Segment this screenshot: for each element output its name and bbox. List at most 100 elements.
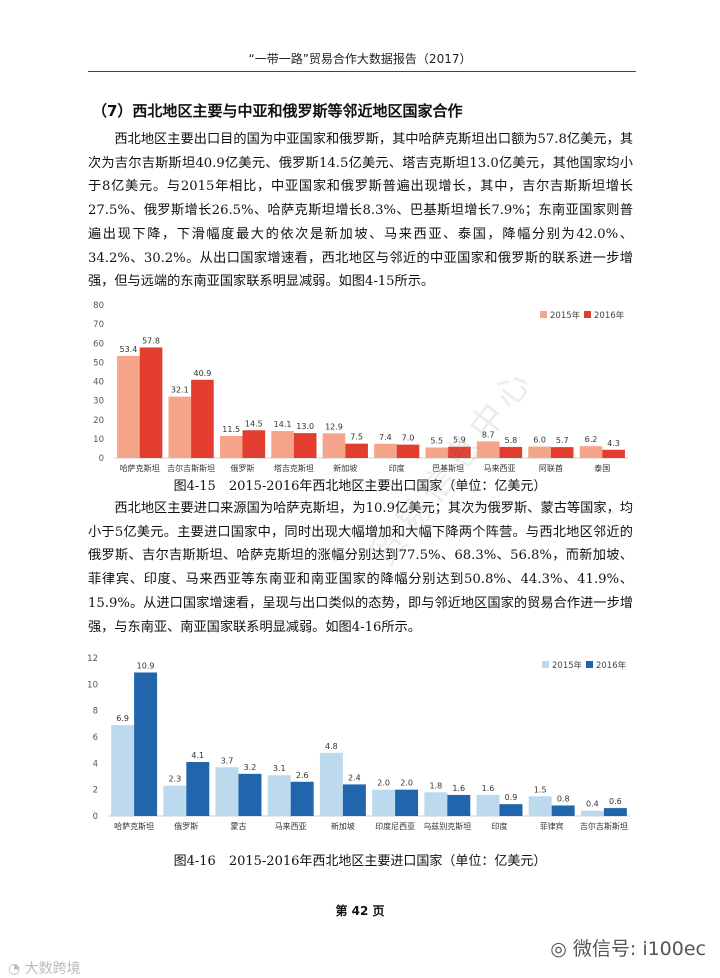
bar [528,446,551,458]
page-number: 第 42 页 [335,904,385,918]
bar [395,789,419,816]
bar [372,789,396,816]
bar [603,808,627,816]
y-tick-label: 80 [93,301,104,311]
category-label: 新加坡 [333,463,357,473]
bar [550,447,574,458]
bar-value-label: 5.9 [453,436,466,445]
category-label: 印度 [492,821,508,831]
bar [424,792,448,816]
y-tick-label: 2 [93,786,98,796]
bar-value-label: 53.4 [119,345,137,354]
bar [447,794,471,816]
category-label: 菲律宾 [540,821,564,831]
bar [293,433,317,458]
bottom-overlay: ◔ 大数跨境 ◎ 微信号: i100ec [0,930,720,977]
bar-value-label: 0.9 [505,793,518,802]
bar [242,430,266,458]
bar [448,446,471,458]
y-tick-label: 70 [93,320,104,330]
category-label: 新加坡 [331,821,355,831]
bar [117,355,140,458]
import-bar-chart: 0 2 4 6 8 10 12 6.9 10.9 哈萨克斯坦 2.3 4.1 俄罗斯 3.7 3.2 蒙古 3.… [87,654,630,831]
wechat-id: ◎ 微信号: i100ec [550,938,706,960]
y-tick-label: 4 [93,759,98,769]
bar [134,672,158,816]
y-tick-label: 40 [93,378,104,388]
bar-value-label: 2.6 [296,771,309,780]
source-logo-text: 大数跨境 [24,961,81,977]
bar [499,446,523,458]
legend-label: 2016年 [596,660,627,671]
y-tick-label: 20 [93,416,104,426]
bar [322,433,346,458]
y-tick-label: 10 [87,680,98,690]
bar-value-label: 1.8 [429,781,442,790]
bar [425,447,449,458]
category-label: 哈萨克斯坦 [120,463,160,473]
y-tick-label: 12 [87,654,98,664]
legend-label: 2015年 [552,660,583,671]
bar [345,443,368,458]
category-label: 俄罗斯 [174,821,198,831]
bar-value-label: 13.0 [296,422,314,431]
bar [476,441,500,458]
category-label: 印度尼西亚 [375,821,415,831]
bar-value-label: 40.9 [194,369,212,378]
bar-value-label: 4.1 [191,751,204,760]
bar [499,804,523,816]
bar [476,794,500,816]
bar-value-label: 7.4 [379,433,392,442]
legend-swatch [586,661,593,668]
bar [342,784,366,816]
bar-value-label: 10.9 [137,661,155,670]
bar-value-label: 3.1 [273,764,286,773]
bar-value-label: 7.5 [350,433,363,442]
bar-value-label: 6.2 [585,435,598,444]
bar [396,444,420,458]
bar-value-label: 0.4 [586,800,599,809]
bar-value-label: 3.7 [221,756,234,765]
category-label: 泰国 [594,463,610,473]
category-label: 乌兹别克斯坦 [423,821,471,831]
legend-swatch [542,661,549,668]
category-label: 吉尔吉斯斯坦 [167,463,215,473]
bar-value-label: 4.3 [607,439,620,448]
bar-value-label: 57.8 [142,336,160,345]
bar [551,805,575,816]
bar [290,781,314,816]
category-label: 马来西亚 [484,464,516,473]
bar [528,796,552,816]
bar [374,443,397,458]
bar [602,449,625,458]
figure-caption-4-16: 图4-16 2015-2016年西北地区主要进口国家（单位：亿美元） [173,854,547,869]
bar-value-label: 2.4 [348,773,361,782]
bar-value-label: 1.6 [452,784,465,793]
bar [219,436,243,458]
bar [111,725,135,816]
category-label: 塔吉克斯坦 [274,463,314,473]
bar-value-label: 4.8 [325,742,338,751]
category-label: 印度 [389,463,405,473]
bar-value-label: 8.7 [482,430,495,439]
wechat-id-text: 微信号: i100ec [572,938,706,960]
source-logo: ◔ 大数跨境 [8,961,81,977]
bar-value-label: 6.9 [116,714,129,723]
bar [139,347,163,458]
bar-value-label: 11.5 [222,425,240,434]
y-tick-label: 10 [93,435,104,445]
y-tick-label: 8 [93,707,98,717]
bar-value-label: 6.0 [533,436,546,445]
category-label: 俄罗斯 [231,463,255,473]
legend-swatch [584,311,591,318]
legend-label: 2016年 [594,310,625,321]
category-label: 哈萨克斯坦 [114,821,154,831]
bar-value-label: 0.6 [609,797,622,806]
category-label: 巴基斯坦 [432,463,464,473]
figure-caption-4-15: 图4-15 2015-2016年西北地区主要出口国家（单位：亿美元） [173,479,547,494]
bar [580,810,604,816]
bar-value-label: 3.2 [244,763,257,772]
bar-value-label: 1.5 [534,785,547,794]
bar-value-label: 2.0 [400,779,413,788]
y-tick-label: 60 [93,339,104,349]
